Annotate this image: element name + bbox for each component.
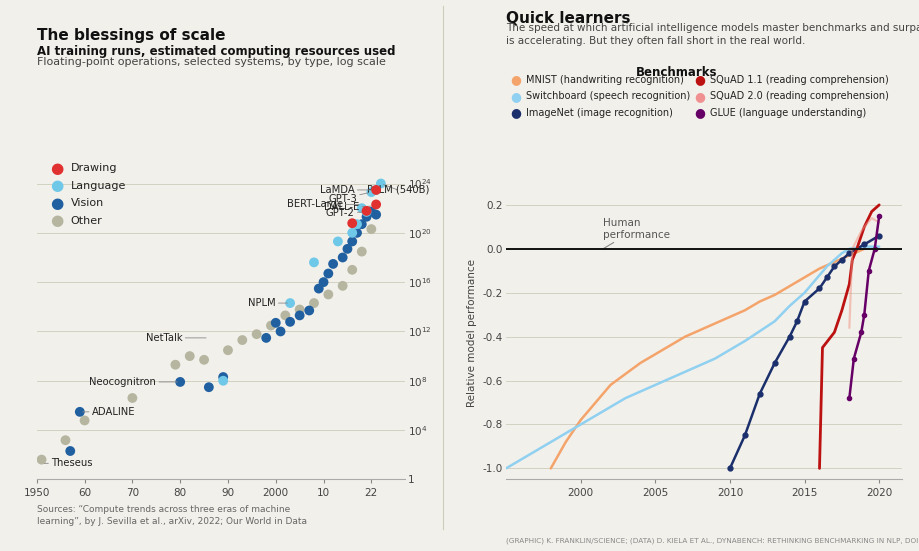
- Point: [301, 306, 316, 315]
- Text: Other: Other: [71, 216, 103, 226]
- Point: [306, 299, 321, 307]
- Point: [354, 247, 369, 256]
- Point: [349, 229, 364, 237]
- Point: [216, 372, 231, 381]
- Point: [249, 329, 264, 338]
- Point: [221, 346, 235, 355]
- Point: [354, 220, 369, 229]
- Point: [345, 237, 359, 246]
- Point: [364, 225, 379, 234]
- Point: [258, 333, 273, 342]
- Point: [349, 220, 364, 229]
- Point: [282, 317, 297, 326]
- Text: ●: ●: [510, 90, 521, 103]
- Point: [321, 269, 335, 278]
- Text: ●: ●: [51, 196, 63, 211]
- Point: [345, 266, 359, 274]
- Text: ●: ●: [694, 106, 705, 120]
- Text: The speed at which artificial intelligence models master benchmarks and surpass : The speed at which artificial intelligen…: [505, 23, 919, 46]
- Text: LaMDA: LaMDA: [320, 185, 373, 195]
- Text: NetTalk: NetTalk: [146, 333, 206, 343]
- Text: Sources: “Compute trends across three eras of machine
learning”, by J. Sevilla e: Sources: “Compute trends across three er…: [37, 505, 306, 526]
- Text: Human
performance: Human performance: [602, 218, 669, 249]
- Point: [358, 212, 373, 221]
- Text: GPT-2: GPT-2: [325, 208, 363, 218]
- Text: Vision: Vision: [71, 198, 104, 208]
- Point: [373, 179, 388, 188]
- Point: [234, 336, 249, 344]
- Text: SQuAD 1.1 (reading comprehension): SQuAD 1.1 (reading comprehension): [709, 75, 888, 85]
- Point: [335, 253, 349, 262]
- Text: GLUE (language understanding): GLUE (language understanding): [709, 108, 866, 118]
- Point: [168, 360, 183, 369]
- Text: ●: ●: [510, 106, 521, 120]
- Point: [345, 229, 359, 237]
- Text: Benchmarks: Benchmarks: [635, 66, 716, 79]
- Point: [282, 299, 297, 307]
- Point: [292, 311, 307, 320]
- Point: [292, 305, 307, 314]
- Text: Quick learners: Quick learners: [505, 11, 630, 26]
- Point: [306, 258, 321, 267]
- Point: [264, 321, 278, 330]
- Text: Language: Language: [71, 181, 126, 191]
- Text: ImageNet (image recognition): ImageNet (image recognition): [526, 108, 673, 118]
- Text: MNIST (handwriting recognition): MNIST (handwriting recognition): [526, 75, 684, 85]
- Text: ●: ●: [51, 160, 63, 176]
- Point: [278, 311, 292, 320]
- Text: ●: ●: [51, 213, 63, 229]
- Text: ●: ●: [694, 73, 705, 87]
- Text: AI training runs, estimated computing resources used: AI training runs, estimated computing re…: [37, 45, 395, 58]
- Text: (GRAPHIC) K. FRANKLIN/SCIENCE; (DATA) D. KIELA ET AL., DYNABENCH: RETHINKING BEN: (GRAPHIC) K. FRANKLIN/SCIENCE; (DATA) D.…: [505, 538, 919, 544]
- Point: [369, 186, 383, 195]
- Point: [364, 188, 379, 197]
- Point: [369, 200, 383, 209]
- Text: GPT-3: GPT-3: [328, 193, 369, 203]
- Text: NPLM: NPLM: [248, 298, 287, 308]
- Text: Floating-point operations, selected systems, by type, log scale: Floating-point operations, selected syst…: [37, 57, 385, 67]
- Point: [358, 207, 373, 215]
- Text: Drawing: Drawing: [71, 163, 118, 173]
- Point: [58, 436, 73, 445]
- Point: [201, 383, 216, 392]
- Point: [34, 455, 49, 464]
- Point: [354, 204, 369, 213]
- Text: BERT-Large: BERT-Large: [286, 199, 358, 209]
- Point: [325, 260, 340, 268]
- Text: ●: ●: [510, 73, 521, 87]
- Point: [311, 284, 325, 293]
- Point: [369, 210, 383, 219]
- Point: [364, 208, 379, 217]
- Point: [340, 245, 355, 253]
- Text: Neocognitron: Neocognitron: [89, 377, 177, 387]
- Point: [316, 278, 331, 287]
- Text: ADALINE: ADALINE: [83, 407, 135, 417]
- Point: [345, 219, 359, 228]
- Text: The blessings of scale: The blessings of scale: [37, 28, 225, 42]
- Text: Theseus: Theseus: [44, 458, 93, 468]
- Point: [173, 377, 187, 386]
- Point: [197, 355, 211, 364]
- Point: [182, 352, 197, 360]
- Y-axis label: Relative model performance: Relative model performance: [467, 260, 477, 407]
- Point: [73, 407, 87, 416]
- Point: [62, 447, 77, 456]
- Point: [216, 376, 231, 385]
- Point: [335, 282, 349, 290]
- Text: SQuAD 2.0 (reading comprehension): SQuAD 2.0 (reading comprehension): [709, 91, 888, 101]
- Point: [330, 237, 345, 246]
- Point: [125, 393, 140, 402]
- Text: Switchboard (speech recognition): Switchboard (speech recognition): [526, 91, 690, 101]
- Point: [321, 290, 335, 299]
- Text: ●: ●: [694, 90, 705, 103]
- Text: PaLM (540B): PaLM (540B): [366, 185, 428, 195]
- Point: [268, 318, 283, 327]
- Text: ●: ●: [51, 178, 63, 193]
- Point: [369, 186, 383, 195]
- Text: DALL-E: DALL-E: [323, 202, 373, 212]
- Point: [358, 208, 373, 217]
- Point: [77, 416, 92, 425]
- Point: [273, 327, 288, 336]
